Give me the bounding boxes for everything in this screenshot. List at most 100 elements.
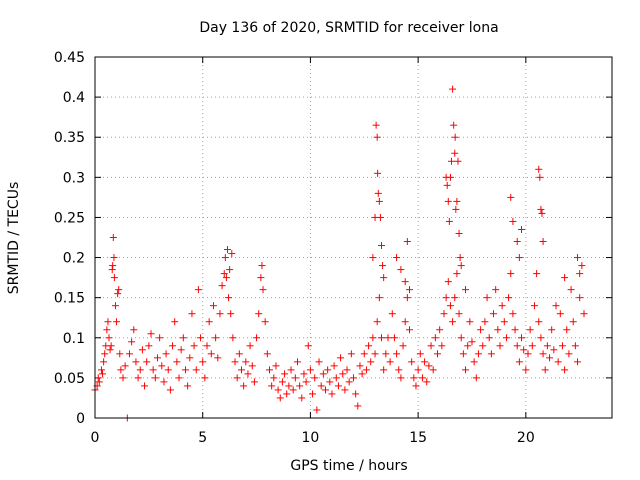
data-point <box>244 370 252 378</box>
data-point <box>455 310 463 318</box>
y-tick-label: 0.2 <box>63 251 85 267</box>
data-point <box>462 286 470 294</box>
data-point <box>459 350 467 358</box>
axis-ticks: 0 0.05 0.1 0.15 0.2 0.25 0.3 0.35 0.4 0.45 0 5 10 15 2… <box>54 50 612 446</box>
data-point <box>319 370 327 378</box>
data-point <box>121 362 129 370</box>
data-point <box>324 366 332 374</box>
data-point <box>145 342 153 350</box>
data-point <box>457 334 465 342</box>
data-point <box>287 366 295 374</box>
data-point <box>101 350 109 358</box>
data-point <box>235 350 243 358</box>
data-point <box>378 334 386 342</box>
data-point <box>263 350 271 358</box>
y-tick-label: 0.1 <box>63 331 85 347</box>
data-point <box>376 213 384 221</box>
data-point <box>457 262 465 270</box>
data-point <box>423 378 431 386</box>
data-point <box>558 342 566 350</box>
data-point <box>485 334 493 342</box>
data-point <box>526 326 534 334</box>
data-point <box>453 270 461 278</box>
data-point <box>554 358 562 366</box>
data-point <box>408 358 416 366</box>
data-point <box>455 229 463 237</box>
data-point <box>466 318 474 326</box>
data-point <box>248 362 256 370</box>
data-point <box>190 342 198 350</box>
data-point <box>556 310 564 318</box>
data-point <box>141 382 149 390</box>
data-point <box>563 326 571 334</box>
data-point <box>114 290 122 298</box>
data-point <box>518 334 526 342</box>
data-point <box>104 318 112 326</box>
data-point <box>520 346 528 354</box>
data-point <box>438 342 446 350</box>
data-point <box>369 334 377 342</box>
data-point <box>524 350 532 358</box>
data-point <box>149 366 157 374</box>
data-point <box>539 350 547 358</box>
y-tick-label: 0.4 <box>63 90 85 106</box>
data-point <box>337 354 345 362</box>
y-tick-label: 0 <box>76 411 85 427</box>
data-point <box>151 374 159 382</box>
data-point <box>505 294 513 302</box>
data-point <box>257 274 265 282</box>
data-point <box>546 354 554 362</box>
data-point <box>192 366 200 374</box>
data-point <box>451 149 459 157</box>
data-point <box>569 318 577 326</box>
data-point <box>330 362 338 370</box>
data-point <box>225 294 233 302</box>
data-point <box>401 278 409 286</box>
data-point <box>160 378 168 386</box>
data-point <box>440 310 448 318</box>
data-point <box>255 310 263 318</box>
data-point <box>268 382 276 390</box>
data-point <box>203 342 211 350</box>
data-point <box>119 374 127 382</box>
data-point <box>240 382 248 390</box>
data-point <box>283 390 291 398</box>
data-point <box>382 350 390 358</box>
data-point <box>442 173 450 181</box>
data-point <box>356 362 364 370</box>
data-point <box>117 366 125 374</box>
data-point <box>406 286 414 294</box>
data-point <box>436 326 444 334</box>
data-point <box>444 197 452 205</box>
data-point <box>380 366 388 374</box>
data-point <box>537 205 545 213</box>
data-point <box>223 246 231 254</box>
data-point <box>380 274 388 282</box>
data-point <box>221 254 229 262</box>
data-point <box>386 358 394 366</box>
data-point <box>550 346 558 354</box>
data-point <box>162 350 170 358</box>
data-point <box>95 378 103 386</box>
data-point <box>379 262 387 270</box>
data-point <box>533 270 541 278</box>
grid <box>95 57 612 418</box>
data-point <box>481 318 489 326</box>
data-point <box>309 390 317 398</box>
data-point <box>472 374 480 382</box>
data-point <box>153 354 161 362</box>
data-point <box>429 366 437 374</box>
data-point <box>403 238 411 246</box>
data-point <box>328 390 336 398</box>
data-point <box>354 402 362 410</box>
data-point <box>218 282 226 290</box>
data-point <box>511 326 519 334</box>
data-point <box>490 310 498 318</box>
data-point <box>418 374 426 382</box>
data-point <box>304 342 312 350</box>
data-point <box>173 358 181 366</box>
data-point <box>462 366 470 374</box>
data-point <box>561 274 569 282</box>
data-point <box>109 234 117 241</box>
